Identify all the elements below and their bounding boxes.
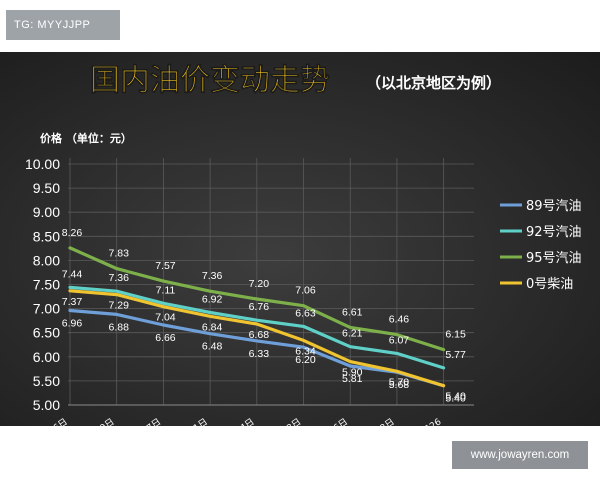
- data-label: 7.36: [202, 270, 223, 282]
- x-tick-label: 4月13日: [268, 416, 303, 426]
- data-label: 7.04: [155, 312, 176, 324]
- x-tick-label: 1月29日: [81, 416, 116, 426]
- chart-title: 国内油价变动走势: [90, 63, 330, 98]
- data-label: 6.63: [295, 307, 316, 319]
- data-label: 6.88: [108, 321, 129, 333]
- x-tick-label: 3月11日: [175, 416, 210, 426]
- data-label: 7.11: [156, 284, 176, 296]
- x-tick-label: 3月14日: [221, 416, 256, 426]
- x-tick-label: 5月12日: [362, 416, 397, 426]
- y-tick-label: 7.50: [33, 277, 60, 293]
- site-watermark: www.jowayren.com: [452, 441, 588, 469]
- data-label: 8.26: [62, 227, 83, 239]
- y-tick-label: 10.00: [25, 156, 60, 172]
- chart-subtitle: （以北京地区为例）: [366, 74, 501, 92]
- data-label: 6.84: [202, 321, 223, 333]
- data-label: 7.29: [108, 300, 129, 312]
- y-tick-label: 5.00: [33, 397, 60, 413]
- data-label: 7.83: [108, 248, 129, 260]
- series-line-1: [68, 285, 446, 370]
- legend-entry: 89号汽油: [526, 199, 582, 214]
- data-label: 7.06: [295, 285, 316, 297]
- y-tick-label: 5.50: [33, 373, 60, 389]
- y-tick-label: 7.00: [33, 301, 60, 317]
- data-label: 7.44: [62, 268, 83, 280]
- y-tick-label: 8.00: [33, 252, 60, 268]
- data-label: 7.20: [249, 278, 270, 290]
- series-line-0: [68, 308, 446, 388]
- y-tick-label: 9.50: [33, 180, 60, 196]
- x-tick-label: 1月26: [416, 416, 444, 426]
- x-tick-label: 4月26日: [315, 416, 350, 426]
- series-line-3: [68, 289, 446, 388]
- data-label: 6.48: [202, 341, 223, 353]
- data-label: 6.96: [62, 318, 83, 330]
- y-tick-label: 8.50: [33, 228, 60, 244]
- oil-price-chart: 国内油价变动走势 （以北京地区为例） 价格 （单位：元） 10.00 9.50 9.…: [25, 63, 582, 426]
- data-label: 6.68: [249, 329, 270, 341]
- data-label: 6.34: [295, 345, 316, 357]
- y-tick-label: 9.00: [33, 204, 60, 220]
- data-label: 5.77: [445, 349, 466, 361]
- data-label: 6.20: [295, 354, 316, 366]
- data-label: 5.68: [389, 379, 410, 391]
- series-layer: [68, 246, 446, 388]
- legend-entry: 92号汽油: [526, 225, 582, 240]
- y-tick-label: 6.00: [33, 349, 60, 365]
- data-label: 7.57: [155, 260, 176, 272]
- data-label: 7.36: [108, 272, 129, 284]
- data-label: 5.40: [445, 391, 466, 403]
- data-label: 5.90: [342, 367, 363, 379]
- data-label: 6.15: [445, 329, 466, 341]
- series-line-2: [68, 246, 446, 352]
- data-label: 6.46: [389, 314, 410, 326]
- x-tick-label: 2月17日: [128, 416, 163, 426]
- data-label: 6.21: [342, 328, 363, 340]
- legend: 89号汽油 92号汽油 95号汽油 0号柴油: [500, 199, 582, 292]
- data-label: 6.61: [342, 306, 363, 318]
- legend-entry: 0号柴油: [526, 277, 573, 292]
- y-tick-labels: 10.00 9.50 9.00 8.50 8.00 7.50 7.00 6.50 6.00 5.5…: [25, 156, 60, 413]
- data-label: 6.07: [389, 334, 410, 346]
- data-label: 5.81: [342, 373, 363, 385]
- y-tick-label: 6.50: [33, 325, 60, 341]
- data-label: 7.37: [62, 296, 83, 308]
- data-label: 6.33: [249, 348, 270, 360]
- data-label: 6.76: [249, 301, 270, 313]
- chart-panel: 国内油价变动走势 （以北京地区为例） 价格 （单位：元） 10.00 9.50 9.…: [0, 52, 600, 426]
- data-label: 6.66: [155, 332, 176, 344]
- data-label: 5.70: [389, 376, 410, 388]
- x-tick-labels: 1月16日 1月29日 2月17日 3月11日 3月14日 4月13日 4月26日 5月12日…: [35, 416, 444, 426]
- legend-entry: 95号汽油: [526, 251, 582, 266]
- data-label-layer: 8.26 7.83 7.57 7.36 7.20 7.06 6.61 6.46 6.15 7.44…: [62, 227, 466, 405]
- data-label: 5.40: [445, 393, 466, 405]
- tg-badge: TG: MYYJJPP: [6, 10, 120, 40]
- y-axis-label: 价格 （单位：元）: [40, 131, 132, 145]
- x-tick-label: 1月16日: [35, 416, 70, 426]
- data-label: 6.92: [202, 293, 223, 305]
